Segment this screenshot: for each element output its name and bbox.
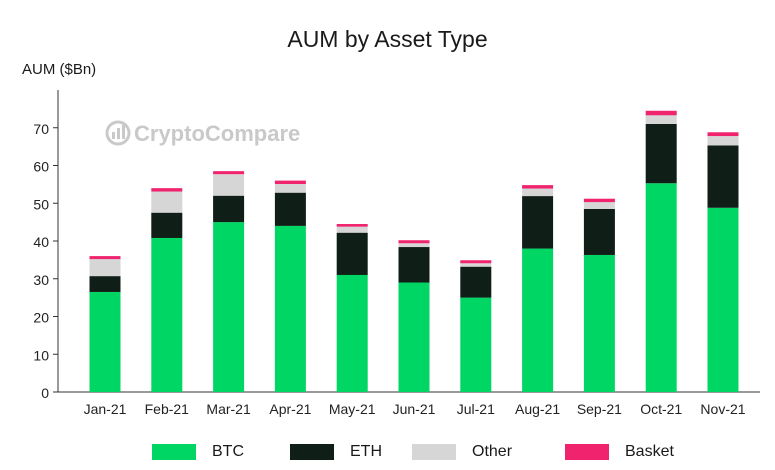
bar-segment-eth-jan-21 (89, 276, 121, 292)
bar-segment-btc-oct-21 (645, 183, 677, 392)
x-tick-labels: Jan-21 Feb-21 Mar-21 Apr-21 May-21 Jun-21 Jul-… (84, 401, 746, 417)
bar-segment-eth-nov-21 (707, 145, 739, 208)
bar-segment-eth-apr-21 (274, 192, 306, 226)
bar-segment-basket-aug-21 (522, 185, 554, 189)
bar-segment-basket-jun-21 (398, 240, 430, 244)
legend-item-eth: ETH (290, 441, 382, 463)
bar-segment-basket-mar-21 (213, 171, 245, 175)
bar-segment-btc-mar-21 (213, 222, 245, 392)
bar-segment-btc-aug-21 (522, 248, 554, 392)
x-tick-label: Mar-21 (206, 401, 251, 417)
y-tick-label: 70 (33, 121, 49, 137)
x-tick-label: Sep-21 (577, 401, 622, 417)
y-tick-label: 60 (33, 159, 49, 175)
legend-label: BTC (212, 443, 244, 460)
bar-segment-other-may-21 (336, 226, 368, 233)
bar-segment-eth-aug-21 (522, 196, 554, 249)
bar-segment-basket-sep-21 (583, 198, 615, 203)
bar-segment-other-jan-21 (89, 259, 121, 277)
bar-segment-btc-jan-21 (89, 291, 121, 392)
bar-segment-btc-sep-21 (583, 254, 615, 392)
legend-item-basket: Basket (565, 441, 674, 463)
y-tick-labels: 0 10 20 30 40 50 60 70 (33, 121, 58, 401)
bar-segment-btc-may-21 (336, 274, 368, 392)
x-tick-label: Jan-21 (84, 401, 127, 417)
legend-swatch-btc (152, 444, 196, 460)
bar-segment-btc-jun-21 (398, 282, 430, 392)
bar-segment-other-mar-21 (213, 174, 245, 196)
bar-segment-eth-mar-21 (213, 195, 245, 223)
legend-swatch-eth (290, 444, 334, 460)
bar-segment-btc-apr-21 (274, 225, 306, 392)
bar-segment-eth-feb-21 (151, 212, 183, 238)
bar-segment-basket-may-21 (336, 224, 368, 227)
watermark-text: CryptoCompare (134, 121, 300, 146)
cryptocompare-watermark: CryptoCompare (105, 120, 300, 146)
bar-segment-other-nov-21 (707, 136, 739, 146)
legend-label: Other (472, 443, 513, 460)
bar-segment-basket-jan-21 (89, 256, 121, 260)
bar-segment-basket-nov-21 (707, 132, 739, 137)
x-tick-label: Apr-21 (269, 401, 311, 417)
x-tick-label: Feb-21 (145, 401, 190, 417)
y-tick-label: 10 (33, 347, 49, 363)
y-axis-label: AUM ($Bn) (22, 61, 97, 78)
bar-segment-other-jun-21 (398, 243, 430, 248)
legend-label: Basket (625, 443, 674, 460)
bar-segment-basket-jul-21 (460, 260, 492, 264)
legend-swatch-other (412, 444, 456, 460)
cryptocompare-logo-icon (105, 120, 131, 146)
y-tick-label: 30 (33, 272, 49, 288)
x-tick-label: Nov-21 (700, 401, 745, 417)
bar-segment-other-jul-21 (460, 263, 492, 267)
x-tick-label: Jul-21 (457, 401, 495, 417)
x-tick-label: Oct-21 (640, 401, 682, 417)
legend-label: ETH (350, 443, 382, 460)
y-tick-label: 0 (41, 385, 49, 401)
legend-item-btc: BTC (152, 441, 244, 463)
bar-segment-basket-feb-21 (151, 188, 183, 192)
legend-swatch-basket (565, 444, 609, 460)
x-tick-label: Aug-21 (515, 401, 560, 417)
x-tick-label: Jun-21 (393, 401, 436, 417)
bar-segment-eth-may-21 (336, 232, 368, 275)
bar-segment-basket-oct-21 (645, 110, 677, 116)
y-tick-label: 50 (33, 196, 49, 212)
y-tick-label: 20 (33, 310, 49, 326)
x-tick-label: May-21 (329, 401, 376, 417)
bar-segment-other-feb-21 (151, 191, 183, 213)
bar-segment-btc-jul-21 (460, 297, 492, 392)
bar-segment-eth-oct-21 (645, 123, 677, 184)
bar-segment-other-apr-21 (274, 183, 306, 193)
bar-segment-btc-feb-21 (151, 237, 183, 392)
legend: BTC ETH Other Basket (0, 441, 775, 463)
bar-segment-btc-nov-21 (707, 207, 739, 392)
bars-group (89, 110, 739, 392)
legend-item-other: Other (412, 441, 512, 463)
bar-segment-eth-sep-21 (583, 208, 615, 255)
y-tick-label: 40 (33, 234, 49, 250)
bar-segment-other-aug-21 (522, 188, 554, 197)
bar-segment-eth-jul-21 (460, 266, 492, 298)
bar-segment-eth-jun-21 (398, 247, 430, 283)
chart-title: AUM by Asset Type (287, 26, 488, 52)
bar-segment-other-sep-21 (583, 202, 615, 209)
bar-segment-other-oct-21 (645, 115, 677, 124)
bar-segment-basket-apr-21 (274, 180, 306, 184)
